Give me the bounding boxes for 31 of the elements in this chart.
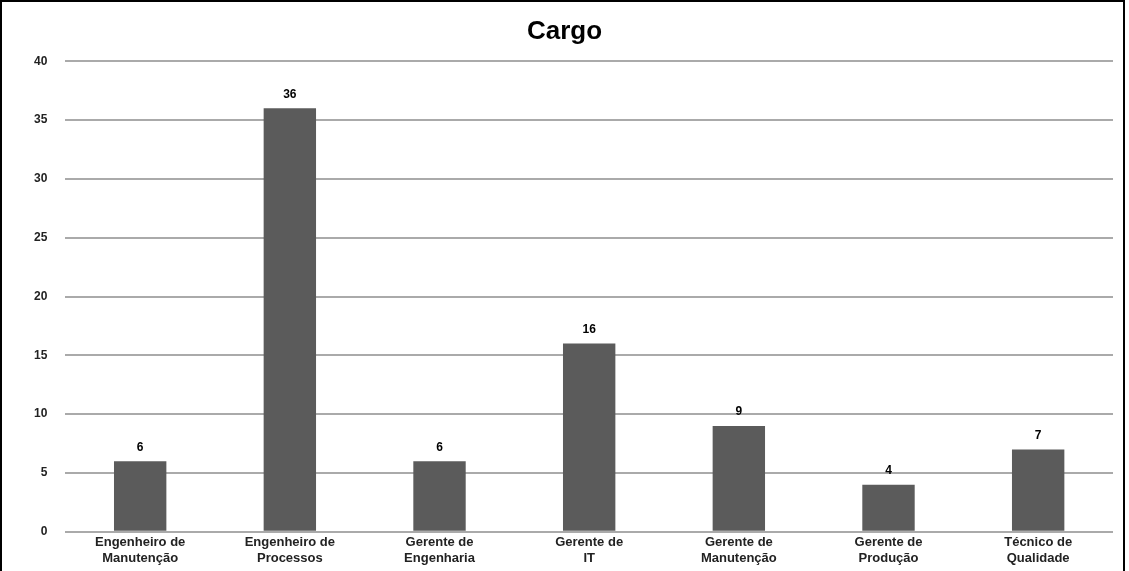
bar [263, 108, 317, 531]
data-label: 16 [582, 321, 597, 336]
x-tick-label: Técnico de Qualidade [1004, 534, 1073, 565]
bar [1011, 449, 1065, 531]
data-label: 6 [436, 439, 444, 454]
chart-title: Cargo [526, 14, 603, 45]
data-label: 6 [136, 439, 144, 454]
x-tick-label: Gerente de Engenharia [404, 534, 476, 565]
y-tick-label: 5 [40, 465, 48, 480]
bar [862, 484, 915, 531]
bar [562, 343, 616, 531]
y-tick-label: 40 [33, 53, 48, 68]
y-tick-label: 0 [40, 524, 48, 539]
y-tick-label: 35 [33, 112, 48, 127]
y-tick-label: 25 [33, 229, 48, 244]
bar [712, 425, 766, 531]
bar [113, 461, 167, 531]
x-tick-label: Gerente de IT [555, 534, 624, 565]
data-label: 36 [283, 86, 297, 101]
bar [413, 461, 466, 531]
y-tick-label: 30 [33, 171, 48, 186]
x-tick-label: Engenheiro de Processos [244, 534, 335, 565]
data-label: 7 [1034, 427, 1042, 442]
data-label: 9 [735, 404, 743, 419]
y-tick-label: 15 [33, 347, 48, 362]
x-tick-label: Gerente de Produção [854, 534, 923, 565]
y-tick-label: 20 [33, 288, 48, 303]
y-tick-label: 10 [33, 406, 48, 421]
data-label: 4 [885, 463, 893, 478]
x-tick-label: Engenheiro de Manutenção [95, 534, 186, 565]
x-tick-label: Gerente de Manutenção [700, 534, 777, 565]
